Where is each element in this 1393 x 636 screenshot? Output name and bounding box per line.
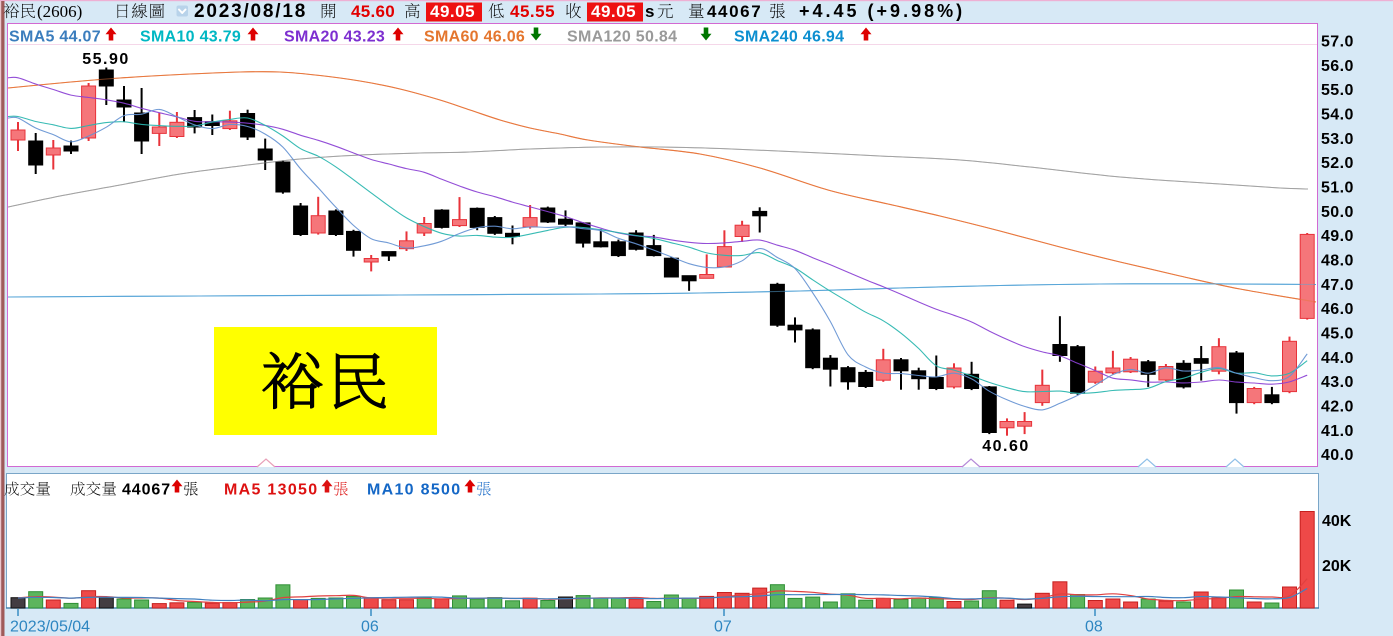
svg-text:48.0: 48.0 (1321, 252, 1354, 269)
svg-text:44.0: 44.0 (1321, 350, 1354, 367)
svg-text:49.0: 49.0 (1321, 228, 1354, 245)
svg-text:45.0: 45.0 (1321, 325, 1354, 342)
svg-text:MA10 8500: MA10 8500 (367, 482, 461, 499)
svg-text:40.0: 40.0 (1321, 447, 1354, 464)
svg-text:49.05: 49.05 (430, 2, 475, 21)
svg-text:45.55: 45.55 (510, 2, 555, 21)
svg-text:SMA5 44.07: SMA5 44.07 (9, 29, 101, 46)
svg-text:40K: 40K (1322, 513, 1352, 530)
svg-text:44067: 44067 (707, 2, 762, 21)
svg-text:57.0: 57.0 (1321, 34, 1354, 51)
svg-text:+4.45 (+9.98%): +4.45 (+9.98%) (799, 1, 965, 21)
svg-text:SMA240 46.94: SMA240 46.94 (734, 29, 844, 46)
svg-text:49.05: 49.05 (591, 2, 636, 21)
svg-text:51.0: 51.0 (1321, 179, 1354, 196)
svg-text:53.0: 53.0 (1321, 131, 1354, 148)
svg-text:(2606): (2606) (37, 2, 82, 21)
svg-text:20K: 20K (1322, 558, 1352, 575)
svg-text:55.90: 55.90 (82, 51, 130, 68)
svg-text:08: 08 (1085, 619, 1103, 636)
svg-text:2023/08/18: 2023/08/18 (194, 1, 307, 22)
svg-text:46.0: 46.0 (1321, 301, 1354, 318)
svg-text:SMA60 46.06: SMA60 46.06 (424, 29, 525, 46)
svg-text:s: s (645, 2, 654, 21)
svg-text:43.0: 43.0 (1321, 374, 1354, 391)
svg-text:50.0: 50.0 (1321, 204, 1354, 221)
svg-text:54.0: 54.0 (1321, 106, 1354, 123)
svg-text:44067: 44067 (122, 482, 171, 499)
svg-text:07: 07 (714, 619, 732, 636)
svg-text:SMA120 50.84: SMA120 50.84 (567, 29, 677, 46)
svg-text:41.0: 41.0 (1321, 423, 1354, 440)
svg-text:MA5 13050: MA5 13050 (224, 482, 318, 499)
svg-text:56.0: 56.0 (1321, 58, 1354, 75)
svg-text:42.0: 42.0 (1321, 398, 1354, 415)
svg-text:52.0: 52.0 (1321, 155, 1354, 172)
svg-text:SMA20 43.23: SMA20 43.23 (284, 29, 385, 46)
svg-text:45.60: 45.60 (351, 2, 395, 21)
svg-text:SMA10 43.79: SMA10 43.79 (140, 29, 241, 46)
svg-text:55.0: 55.0 (1321, 82, 1354, 99)
svg-text:40.60: 40.60 (982, 438, 1030, 455)
svg-text:2023/05/04: 2023/05/04 (10, 619, 90, 636)
svg-text:47.0: 47.0 (1321, 277, 1354, 294)
svg-text:06: 06 (361, 619, 379, 636)
